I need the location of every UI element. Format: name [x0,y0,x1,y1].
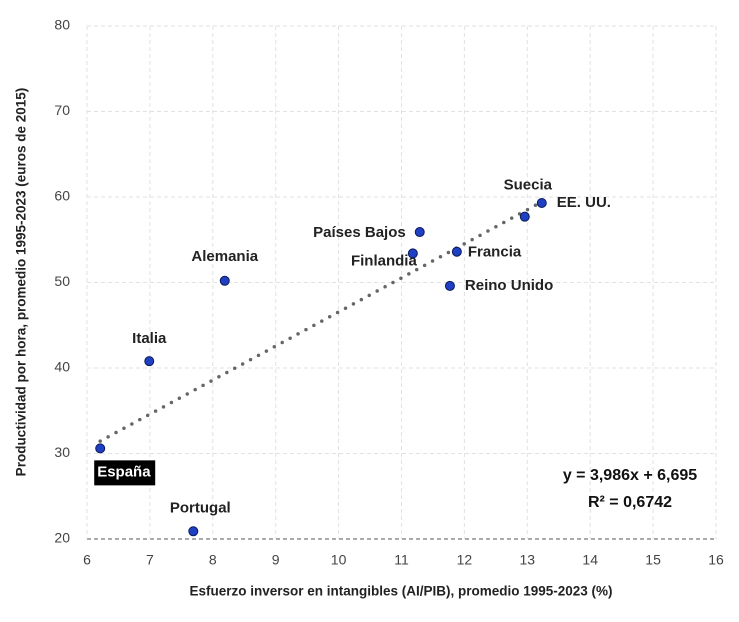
y-tick-label: 50 [54,273,70,289]
x-axis-title: Esfuerzo inversor en intangibles (AI/PIB… [189,584,612,599]
point [144,356,155,367]
point [188,526,199,537]
trendline-equation: y = 3,986x + 6,695 [563,467,697,484]
point-label: Países Bajos [313,224,406,241]
point [414,227,425,238]
point [219,275,230,286]
x-tick-label: 6 [83,552,91,568]
x-tick-label: 8 [209,552,217,568]
x-tick-label: 9 [272,552,280,568]
x-tick-label: 13 [520,552,536,568]
x-tick-label: 11 [394,552,409,568]
point-label: Francia [468,244,522,261]
y-tick-label: 60 [54,188,70,204]
point-label: Portugal [170,499,231,516]
point [407,248,418,259]
point-label: España [97,463,151,480]
r-squared: R² = 0,6742 [588,494,672,511]
label-background [94,460,156,486]
point [444,280,455,291]
x-tick-label: 7 [146,552,154,568]
y-tick-label: 40 [54,359,70,375]
y-tick-label: 30 [54,444,70,460]
trendline [98,200,544,443]
point-label: Reino Unido [465,277,553,294]
y-tick-label: 80 [54,17,70,33]
point [519,211,530,222]
x-tick-label: 15 [645,552,661,568]
point-label: EE. UU. [557,194,611,211]
point-label: Suecia [504,177,553,194]
point [536,197,547,208]
x-tick-label: 16 [708,552,724,568]
x-tick-label: 12 [457,552,473,568]
y-tick-label: 20 [54,530,70,546]
point-label: Finlandia [351,252,417,269]
point-label: Alemania [191,248,258,265]
y-tick-label: 70 [54,102,70,118]
point [95,443,106,454]
x-tick-label: 14 [582,552,598,568]
x-tick-label: 10 [331,552,347,568]
point-label: Italia [132,330,167,347]
point [451,246,462,257]
y-axis-title: Productividad por hora, promedio 1995-20… [14,88,29,477]
